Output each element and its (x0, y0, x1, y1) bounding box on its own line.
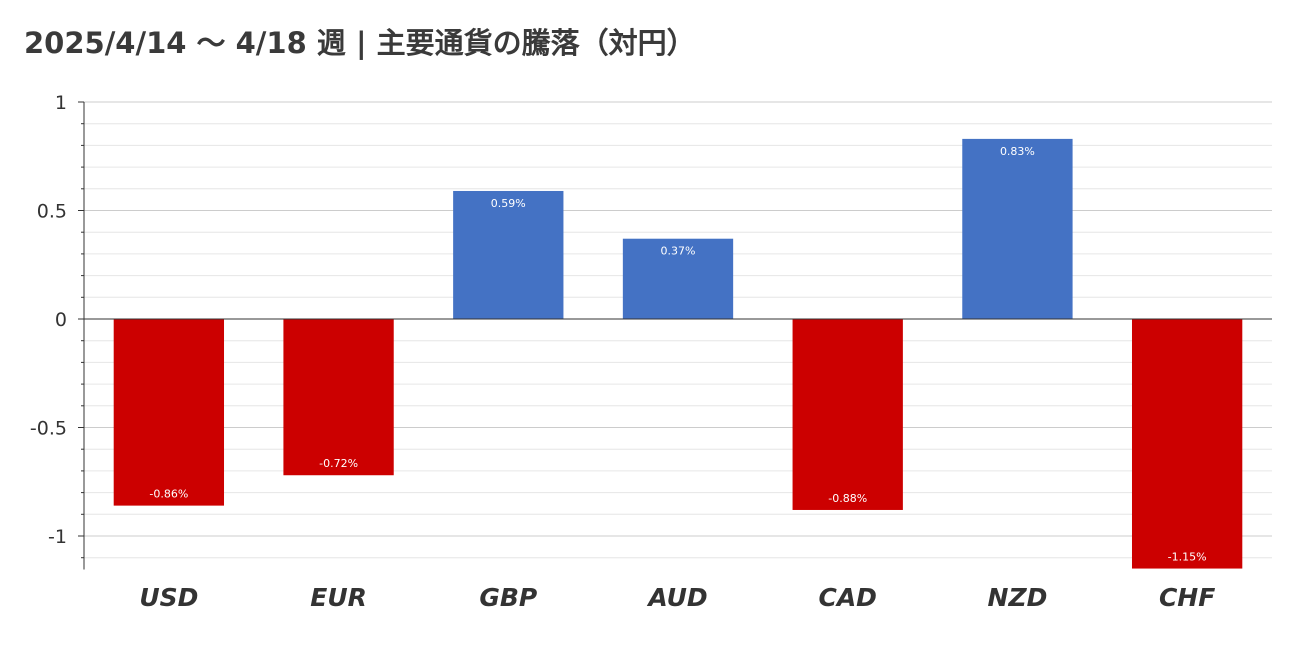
bar-chf (1131, 319, 1243, 569)
data-label-gbp: 0.59% (491, 197, 526, 210)
x-tick-label-aud: AUD (646, 583, 707, 612)
data-label-chf: -1.15% (1168, 551, 1207, 564)
x-tick-label-gbp: GBP (479, 583, 537, 612)
x-tick-label-cad: CAD (818, 583, 876, 612)
bar-usd (113, 319, 225, 506)
x-tick-label-nzd: NZD (988, 583, 1048, 612)
labels: -0.86% USD -0.72% EUR 0.59% GBP 0.37% AUD -0.88%… (30, 92, 1215, 612)
y-tick-label: -0.5 (30, 418, 67, 440)
y-tick-label: -1 (48, 526, 67, 548)
y-tick-label: 1 (55, 92, 67, 114)
x-tick-label-usd: USD (139, 583, 198, 612)
data-label-usd: -0.86% (149, 488, 188, 501)
axes (78, 101, 1272, 570)
x-tick-label-eur: EUR (310, 583, 367, 612)
data-label-aud: 0.37% (661, 245, 696, 258)
bar-aud (622, 238, 734, 319)
bars (113, 138, 1243, 569)
bar-gbp (453, 190, 564, 319)
y-tick-label: 0 (55, 309, 67, 331)
y-tick-label: 0.5 (37, 201, 67, 223)
chart-title: 2025/4/14 〜 4/18 週 | 主要通貨の騰落（対円） (24, 26, 696, 60)
bar-nzd (962, 138, 1073, 319)
bar-eur (283, 319, 394, 476)
bar-cad (792, 319, 903, 510)
grid-lines (84, 101, 1272, 559)
x-tick-label-chf: CHF (1159, 583, 1215, 612)
data-label-eur: -0.72% (319, 457, 358, 470)
data-label-cad: -0.88% (828, 492, 867, 505)
data-label-nzd: 0.83% (1000, 145, 1035, 158)
